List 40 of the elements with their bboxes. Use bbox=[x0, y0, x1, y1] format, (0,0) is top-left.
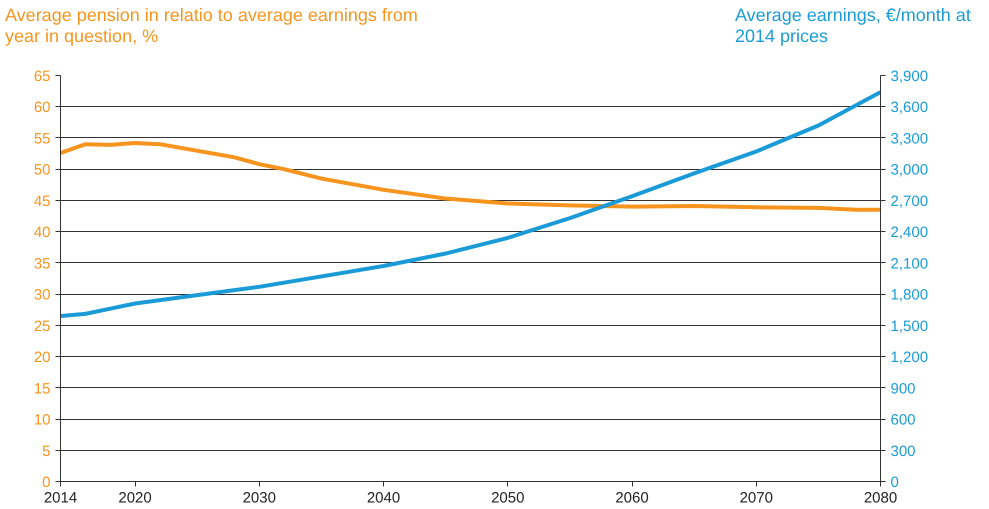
x-tick-label: 2030 bbox=[242, 490, 276, 506]
line-series bbox=[60, 90, 880, 318]
y-tick-label: 45 bbox=[34, 192, 51, 210]
y-tick-label: 55 bbox=[34, 130, 51, 148]
x-tick-label: 2020 bbox=[118, 490, 152, 506]
line-series bbox=[60, 140, 880, 212]
y-tick-label: 60 bbox=[34, 99, 51, 116]
y2-tick-label: 0 bbox=[890, 474, 899, 491]
y-tick-label: 40 bbox=[34, 224, 51, 242]
y2-tick-label: 3,900 bbox=[890, 68, 928, 85]
x-tick-label: 2070 bbox=[740, 490, 773, 506]
y2-axis-title: Average earnings, €/month at 2014 prices bbox=[735, 5, 972, 46]
x-tick-label: 2050 bbox=[491, 490, 524, 506]
y2-tick-label: 900 bbox=[890, 380, 916, 398]
y-tick-label: 10 bbox=[34, 412, 51, 429]
y-tick-label: 30 bbox=[34, 286, 51, 304]
y2-tick-label: 3,600 bbox=[890, 99, 928, 116]
y-axis-title: Average pension in relatio to average earnings from year in question, % bbox=[5, 5, 419, 46]
y-tick-label: 65 bbox=[34, 68, 51, 85]
y2-tick-label: 1,500 bbox=[890, 318, 928, 335]
y-tick-label: 35 bbox=[34, 255, 51, 272]
y2-tick-label: 1,800 bbox=[890, 286, 928, 304]
y-tick-label: 50 bbox=[34, 162, 51, 179]
y2-tick-label: 600 bbox=[890, 412, 916, 429]
y2-tick-label: 300 bbox=[890, 442, 916, 460]
x-tick-label: 2040 bbox=[366, 490, 400, 506]
y2-tick-label: 2,700 bbox=[890, 192, 928, 210]
y-tick-label: 0 bbox=[42, 474, 50, 491]
y2-tick-label: 3,300 bbox=[890, 130, 928, 148]
y-tick-label: 20 bbox=[34, 349, 51, 366]
y-tick-label: 5 bbox=[42, 442, 50, 460]
y-tick-label: 25 bbox=[34, 318, 51, 335]
y2-tick-label: 3,000 bbox=[890, 162, 928, 179]
x-tick-label: 2060 bbox=[615, 490, 649, 506]
y-tick-label: 15 bbox=[34, 380, 51, 398]
y2-tick-label: 1,200 bbox=[890, 349, 928, 366]
y2-tick-label: 2,400 bbox=[890, 224, 928, 242]
x-tick-label: 2080 bbox=[864, 490, 898, 506]
x-tick-label: 2014 bbox=[44, 490, 78, 506]
y2-tick-label: 2,100 bbox=[890, 255, 928, 272]
